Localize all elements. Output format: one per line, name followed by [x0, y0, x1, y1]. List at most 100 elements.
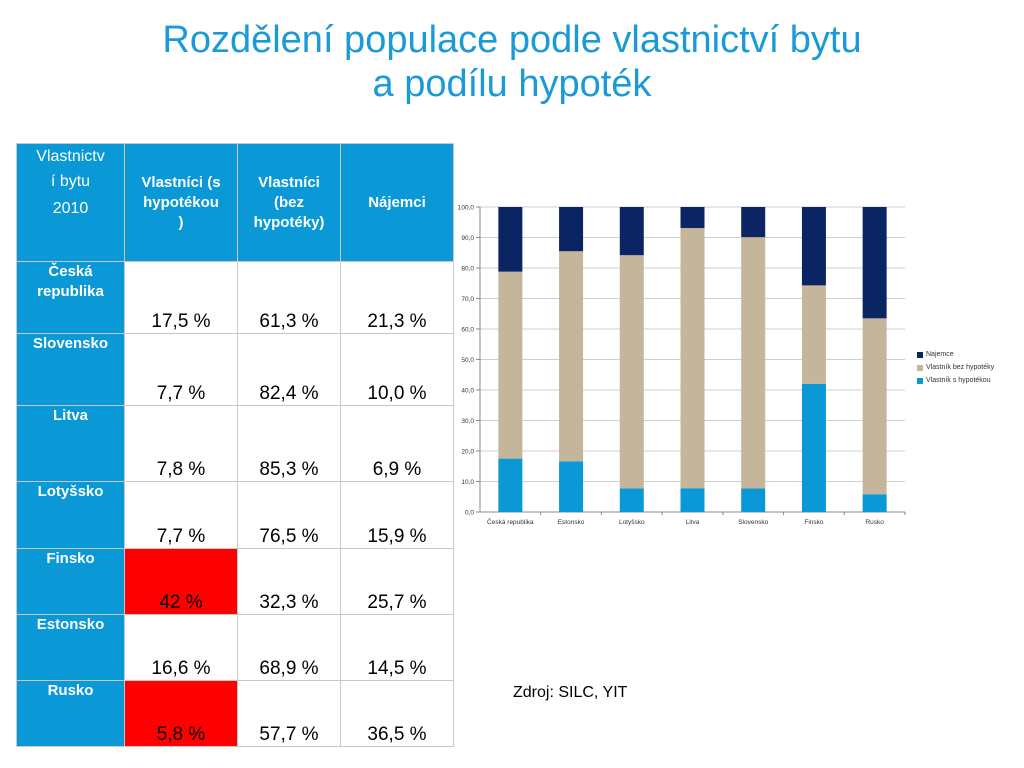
country-name: Česká [48, 263, 93, 280]
source-note: Zdroj: SILC, YIT [513, 684, 628, 701]
table-header-row: Vlastnictv í bytu 2010 Vlastníci (s hypo… [16, 143, 454, 262]
bar-segment [619, 488, 644, 512]
chart-legend: Najemce Vlastník bez hypotéky Vlastník s h… [917, 348, 994, 387]
x-tick-label: Slovensko [738, 519, 768, 526]
cell-without-mortgage: 32,3 % [237, 548, 341, 615]
ownership-table: Vlastnictv í bytu 2010 Vlastníci (s hypo… [16, 143, 454, 747]
bar-segment [801, 383, 826, 512]
table-row: Litva 7,8 % 85,3 % 6,9 % [16, 405, 454, 482]
country-name: Lotyšsko [37, 483, 104, 500]
cell-tenants: 10,0 % [340, 333, 454, 406]
cell-without-mortgage: 68,9 % [237, 614, 341, 681]
bar-segment [680, 207, 705, 229]
cell-with-mortgage: 7,8 % [124, 405, 238, 482]
legend-item: Vlastník bez hypotéky [917, 361, 994, 374]
y-tick-label: 20,0 [461, 449, 474, 456]
row-country: Slovensko [16, 333, 125, 406]
cell-without-mortgage: 85,3 % [237, 405, 341, 482]
table-row: Lotyšsko 7,7 % 76,5 % 15,9 % [16, 481, 454, 549]
row-country: Finsko [16, 548, 125, 615]
table-row: Česká republika 17,5 % 61,3 % 21,3 % [16, 261, 454, 334]
legend-label: Najemce [926, 351, 954, 358]
bar-segment [741, 237, 766, 489]
title-line-1: Rozdělení populace podle vlastnictví byt… [162, 19, 862, 61]
header-line: (bez [274, 193, 304, 211]
y-tick-label: 0,0 [465, 510, 474, 517]
bar-segment [862, 207, 887, 319]
bar-segment [862, 494, 887, 512]
y-tick-label: 90,0 [461, 235, 474, 242]
bar-segment [680, 228, 705, 489]
header-without-mortgage: Vlastníci (bez hypotéky) [237, 143, 341, 262]
bar-segment [862, 318, 887, 495]
table-row: Rusko 5,8 % 57,7 % 36,5 % [16, 680, 454, 747]
header-line: Vlastníci [258, 173, 320, 191]
x-tick-label: Litva [686, 519, 700, 526]
cell-tenants: 15,9 % [340, 481, 454, 549]
header-corner-line: 2010 [52, 200, 89, 217]
cell-with-mortgage: 16,6 % [124, 614, 238, 681]
bar-segment [801, 207, 826, 286]
bar-segment [619, 207, 644, 256]
row-country: Litva [16, 405, 125, 482]
table-row: Finsko 42 % 32,3 % 25,7 % [16, 548, 454, 615]
x-tick-label: Česká republika [487, 517, 534, 526]
cell-with-mortgage: 5,8 % [124, 680, 238, 747]
country-name: Estonsko [36, 616, 105, 633]
country-name: Slovensko [32, 335, 109, 352]
y-tick-label: 50,0 [461, 357, 474, 364]
y-tick-label: 40,0 [461, 388, 474, 395]
country-name: Finsko [46, 550, 95, 567]
header-line: hypotéky) [253, 213, 325, 231]
row-country: Česká republika [16, 261, 125, 334]
bar-segment [498, 207, 523, 272]
header-line: ) [178, 213, 184, 231]
header-corner-line: Vlastnictv [36, 148, 105, 165]
y-tick-label: 30,0 [461, 418, 474, 425]
bar-segment [619, 255, 644, 489]
cell-with-mortgage: 42 % [124, 548, 238, 615]
x-tick-label: Finsko [804, 519, 824, 526]
bar-segment [559, 251, 584, 462]
country-name: Rusko [47, 682, 94, 699]
bar-segment [741, 488, 766, 512]
cell-tenants: 21,3 % [340, 261, 454, 334]
header-line: hypotékou [143, 193, 219, 211]
x-tick-label: Estonsko [558, 519, 585, 526]
y-tick-label: 70,0 [461, 296, 474, 303]
legend-item: Vlastník s hypotékou [917, 374, 994, 387]
header-tenants: Nájemci [340, 143, 454, 262]
cell-tenants: 36,5 % [340, 680, 454, 747]
x-tick-label: Lotyšsko [619, 519, 645, 526]
cell-with-mortgage: 7,7 % [124, 481, 238, 549]
y-tick-label: 60,0 [461, 327, 474, 334]
legend-item: Najemce [917, 348, 994, 361]
cell-without-mortgage: 57,7 % [237, 680, 341, 747]
cell-with-mortgage: 17,5 % [124, 261, 238, 334]
bar-segment [741, 207, 766, 238]
legend-swatch [917, 377, 923, 384]
title-line-2: a podílu hypoték [372, 63, 652, 105]
row-country: Lotyšsko [16, 481, 125, 549]
header-corner-line: í bytu [50, 173, 91, 190]
cell-with-mortgage: 7,7 % [124, 333, 238, 406]
country-name: Litva [52, 407, 88, 424]
header-line: Nájemci [368, 193, 426, 211]
y-tick-label: 80,0 [461, 266, 474, 273]
legend-swatch [917, 351, 923, 358]
bar-segment [498, 458, 523, 512]
table-row: Slovensko 7,7 % 82,4 % 10,0 % [16, 333, 454, 406]
legend-swatch [917, 364, 923, 371]
row-country: Rusko [16, 680, 125, 747]
page-title: Rozdělení populace podle vlastnictví byt… [60, 18, 964, 106]
legend-label: Vlastník s hypotékou [926, 377, 991, 384]
header-with-mortgage: Vlastníci (s hypotékou ) [124, 143, 238, 262]
chart-svg: 0,0 10,0 20,0 30,0 40,0 50,0 60,0 70,0 80,0 90,0 1… [458, 205, 906, 526]
y-tick-label: 100,0 [458, 205, 475, 212]
legend-label: Vlastník bez hypotéky [926, 364, 995, 371]
bar-segment [498, 271, 523, 459]
cell-without-mortgage: 61,3 % [237, 261, 341, 334]
table-row: Estonsko 16,6 % 68,9 % 14,5 % [16, 614, 454, 681]
stacked-bar-chart: 0,0 10,0 20,0 30,0 40,0 50,0 60,0 70,0 80,0 90,0 1… [452, 198, 1012, 538]
cell-tenants: 14,5 % [340, 614, 454, 681]
